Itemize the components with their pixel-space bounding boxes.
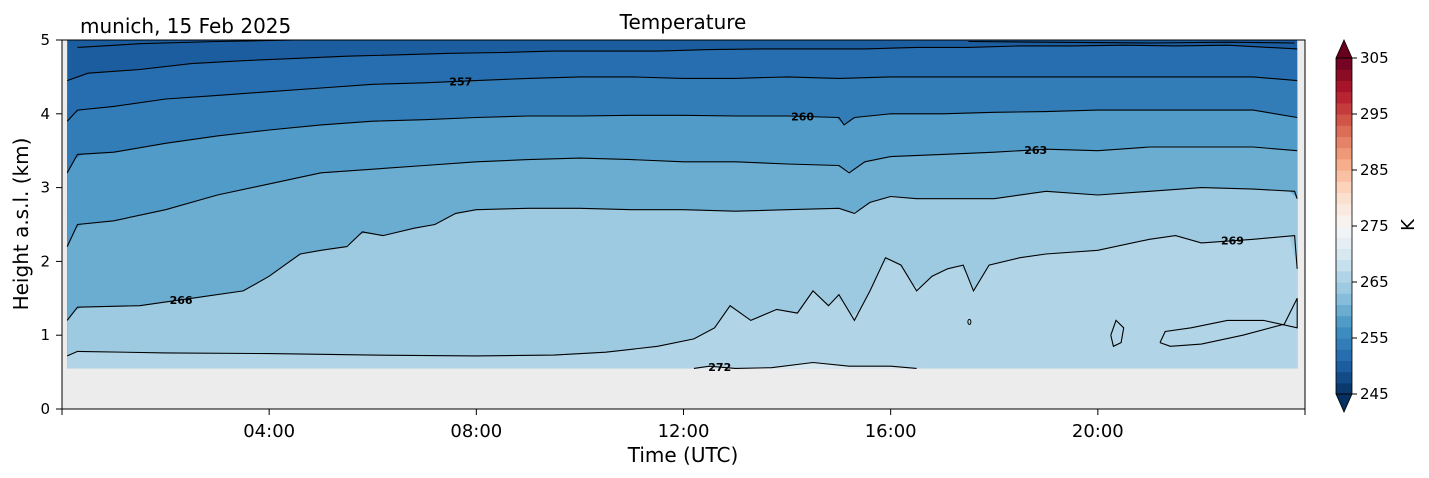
- y-tick-label: 5: [40, 31, 50, 49]
- x-axis-label: Time (UTC): [627, 443, 739, 467]
- colorbar-band: [1336, 69, 1352, 81]
- x-tick-label: 12:00: [658, 421, 710, 442]
- x-tick-label: 20:00: [1072, 421, 1124, 442]
- y-tick-label: 3: [40, 179, 50, 197]
- contour-line-260: [66, 109, 1298, 174]
- colorbar-tick-label: 265: [1360, 273, 1389, 291]
- contour-line-257: [66, 76, 1298, 122]
- contour-line-251: [968, 40, 1295, 44]
- chart-title: Temperature: [619, 10, 747, 34]
- contour-line-269: [66, 235, 1298, 357]
- colorbar-band: [1336, 349, 1352, 361]
- y-tick-label: 2: [40, 252, 50, 270]
- x-tick-label: 04:00: [243, 421, 295, 442]
- colorbar-extend-min: [1335, 393, 1353, 413]
- colorbar-band: [1336, 371, 1352, 384]
- x-tick-label: 16:00: [865, 421, 917, 442]
- y-tick-label: 0: [40, 400, 50, 418]
- colorbar-band: [1336, 248, 1352, 261]
- colorbar-band: [1336, 114, 1352, 126]
- colorbar-band: [1336, 226, 1352, 238]
- contour-label-272: 272: [708, 361, 731, 374]
- colorbar-tick-label: 305: [1360, 49, 1389, 67]
- colorbar-band: [1336, 80, 1352, 93]
- colorbar-band: [1336, 102, 1352, 115]
- colorbar-extend-max: [1335, 39, 1353, 59]
- colorbar-tick-label: 255: [1360, 329, 1389, 347]
- contour-line-269: [967, 318, 972, 325]
- contour-line-266: [66, 187, 1298, 321]
- colorbar-band: [1336, 338, 1352, 350]
- temperature-field: [67, 40, 1298, 369]
- y-tick-label: 4: [40, 105, 50, 123]
- colorbar-band: [1336, 170, 1352, 182]
- colorbar: 245 255 265 275 285 295 305: [1335, 39, 1389, 413]
- colorbar-tick-label: 245: [1360, 385, 1389, 403]
- colorbar-band: [1336, 382, 1352, 395]
- colorbar-band: [1336, 326, 1352, 339]
- colorbar-band: [1336, 192, 1352, 205]
- field-band: [67, 235, 1298, 369]
- colorbar-tick-label: 295: [1360, 105, 1389, 123]
- contour-lines: 272 269 266 263 260 257: [66, 40, 1298, 374]
- y-axis-label: Height a.s.l. (km): [9, 138, 33, 311]
- contour-label-269: 269: [1221, 235, 1244, 248]
- colorbar-band: [1336, 304, 1352, 317]
- contour-label-263: 263: [1024, 144, 1047, 157]
- location-date-label: munich, 15 Feb 2025: [80, 14, 291, 38]
- colorbar-tick-label: 285: [1360, 161, 1389, 179]
- colorbar-band: [1336, 136, 1352, 149]
- colorbar-tick-label: 275: [1360, 217, 1389, 235]
- contour-label-257: 257: [449, 75, 472, 88]
- colorbar-band: [1336, 315, 1352, 328]
- colorbar-band: [1336, 125, 1352, 137]
- colorbar-band: [1336, 270, 1352, 283]
- colorbar-band: [1336, 282, 1352, 294]
- colorbar-band: [1336, 237, 1352, 249]
- contour-line-254: [67, 44, 1298, 82]
- contour-line-269: [1110, 319, 1125, 348]
- colorbar-band: [1336, 181, 1352, 193]
- colorbar-band: [1336, 360, 1352, 373]
- colorbar-band: [1336, 58, 1352, 70]
- y-tick-label: 1: [40, 326, 50, 344]
- colorbar-band: [1336, 91, 1352, 104]
- contour-line-251: [77, 40, 296, 48]
- colorbar-band: [1336, 214, 1352, 227]
- colorbar-band: [1336, 147, 1352, 160]
- x-axis-ticks: 04:00 08:00 12:00 16:00 20:00: [61, 409, 1306, 442]
- y-axis-ticks: 0 1 2 3 4 5: [40, 31, 62, 418]
- contour-label-266: 266: [170, 294, 193, 307]
- colorbar-band: [1336, 293, 1352, 305]
- contour-line-269: [1159, 298, 1298, 347]
- contour-line-263: [66, 146, 1298, 247]
- x-tick-label: 08:00: [450, 421, 502, 442]
- contour-line-272: [693, 361, 917, 369]
- colorbar-label: K: [1398, 218, 1419, 231]
- colorbar-band: [1336, 203, 1352, 216]
- colorbar-band: [1336, 259, 1352, 272]
- contour-label-260: 260: [791, 110, 814, 123]
- colorbar-band: [1336, 158, 1352, 171]
